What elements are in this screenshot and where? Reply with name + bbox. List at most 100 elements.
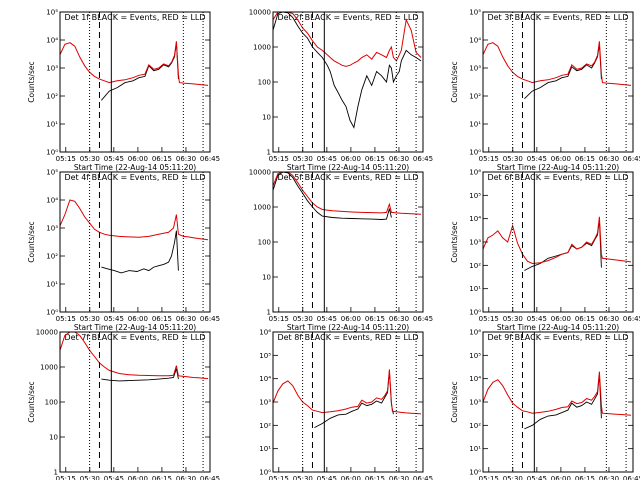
y-tick-label: 10⁰ [259, 469, 271, 477]
y-tick-label: 10 [262, 114, 271, 122]
x-tick-label: 06:00 [341, 315, 361, 323]
chart-title: Det 4f BLACK = Events, RED = LLD [64, 173, 205, 182]
x-tick-label: 06:30 [176, 475, 196, 480]
x-tick-label: 06:30 [176, 315, 196, 323]
x-axis-label: Start Time (22-Aug-14 05:11:20) [287, 163, 409, 172]
chart-title: Det 2f BLACK = Events, RED = LLD [277, 13, 418, 22]
x-tick-label: 06:15 [152, 315, 172, 323]
y-tick-label: 10⁶ [469, 169, 481, 177]
plot-frame [59, 11, 211, 153]
y-tick-label: 10² [46, 253, 58, 261]
chart-panel-7: Det 7f BLACK = Events, RED = LLD 1 10 100 10… [27, 329, 220, 480]
x-tick-label: 05:15 [479, 155, 499, 163]
y-axis-label: Counts/sec [27, 61, 36, 102]
x-tick-label: 05:30 [293, 475, 313, 480]
y-tick-label: 100 [45, 399, 58, 407]
x-tick-label: 06:45 [623, 475, 640, 480]
x-axis-label: Start Time (22-Aug-14 05:11:20) [497, 323, 619, 332]
x-tick-label: 06:00 [341, 155, 361, 163]
y-tick-label: 10⁵ [469, 192, 481, 200]
x-tick-label: 06:00 [341, 475, 361, 480]
y-tick-label: 10¹ [469, 285, 481, 293]
x-axis-label: Start Time (22-Aug-14 05:11:20) [287, 323, 409, 332]
y-tick-label: 10¹ [469, 445, 481, 453]
chart-title: Det 3f BLACK = Events, RED = LLD [487, 13, 628, 22]
y-tick-label: 10 [49, 434, 58, 442]
x-tick-label: 05:15 [56, 475, 76, 480]
y-tick-label: 10² [469, 422, 481, 430]
y-tick-label: 10⁰ [46, 149, 58, 157]
x-tick-label: 06:15 [575, 315, 595, 323]
y-axis-label: Counts/sec [450, 61, 459, 102]
y-tick-label: 10⁴ [469, 375, 481, 383]
series-lld-line [482, 371, 632, 416]
series-lld-line [482, 216, 632, 265]
y-tick-label: 10000 [36, 329, 58, 337]
y-tick-label: 100 [258, 79, 271, 87]
chart-panel-4: Det 4f BLACK = Events, RED = LLD 10⁰ 10¹ 10… [27, 169, 220, 333]
x-tick-label: 06:45 [413, 475, 433, 480]
x-tick-label: 06:15 [365, 475, 385, 480]
y-tick-label: 10² [469, 93, 481, 101]
y-tick-label: 1 [267, 149, 271, 157]
plot-frame [482, 171, 634, 313]
chart-panel-8: Det 8f BLACK = Events, RED = LLD 10⁰ 10¹ 10… [259, 329, 433, 480]
y-tick-label: 10¹ [46, 121, 58, 129]
x-tick-label: 05:15 [479, 315, 499, 323]
x-tick-label: 06:45 [413, 315, 433, 323]
x-tick-label: 06:45 [200, 155, 220, 163]
x-tick-label: 05:30 [503, 475, 523, 480]
y-tick-label: 10⁵ [46, 9, 58, 17]
x-tick-label: 06:45 [200, 315, 220, 323]
x-tick-label: 06:30 [389, 475, 409, 480]
y-axis-label: Counts/sec [450, 381, 459, 422]
chart-panel-9: Det 9f BLACK = Events, RED = LLD 10⁰ 10¹ 10… [450, 329, 640, 480]
chart-panel-6: Det 6f BLACK = Events, RED = LLD 10⁰ 10¹ 10… [450, 169, 640, 333]
x-tick-label: 06:45 [623, 315, 640, 323]
series-events-line [101, 368, 179, 382]
x-tick-label: 06:15 [365, 315, 385, 323]
x-tick-label: 06:15 [575, 475, 595, 480]
series-events-line [524, 44, 602, 100]
y-tick-label: 10² [469, 262, 481, 270]
x-tick-label: 05:30 [503, 315, 523, 323]
series-lld-line [59, 199, 209, 241]
y-tick-label: 10⁴ [46, 37, 58, 45]
chart-title: Det 7f BLACK = Events, RED = LLD [64, 333, 205, 342]
x-tick-label: 05:45 [104, 155, 124, 163]
chart-panel-3: Det 3f BLACK = Events, RED = LLD 10⁰ 10¹ 10… [450, 9, 640, 173]
x-tick-label: 05:15 [269, 475, 289, 480]
chart-panel-1: Det 1f BLACK = Events, RED = LLD 10⁰ 10¹ 10… [27, 9, 220, 173]
series-events-line [272, 11, 422, 129]
chart-title: Det 6f BLACK = Events, RED = LLD [487, 173, 628, 182]
x-tick-label: 05:45 [104, 315, 124, 323]
series-events-line [524, 374, 602, 430]
x-axis-label: Start Time (22-Aug-14 05:11:20) [497, 163, 619, 172]
x-tick-label: 06:00 [128, 315, 148, 323]
x-tick-label: 06:00 [551, 315, 571, 323]
y-tick-label: 10 [262, 274, 271, 282]
y-tick-label: 10⁵ [259, 352, 271, 360]
y-tick-label: 100 [258, 239, 271, 247]
chart-title: Det 9f BLACK = Events, RED = LLD [487, 333, 628, 342]
x-tick-label: 05:15 [269, 155, 289, 163]
series-lld-line [59, 41, 209, 86]
series-lld-line [272, 11, 422, 67]
y-tick-label: 10⁵ [469, 352, 481, 360]
x-tick-label: 06:45 [413, 155, 433, 163]
chart-panel-5: Det 5f BLACK = Events, RED = LLD 1 10 100 10… [249, 169, 433, 333]
x-tick-label: 05:15 [269, 315, 289, 323]
y-tick-label: 10⁵ [46, 169, 58, 177]
y-tick-label: 10² [259, 422, 271, 430]
x-tick-label: 06:45 [623, 155, 640, 163]
x-tick-label: 05:15 [56, 155, 76, 163]
y-tick-label: 1 [267, 309, 271, 317]
x-tick-label: 05:30 [503, 155, 523, 163]
x-tick-label: 05:30 [293, 315, 313, 323]
y-tick-label: 10¹ [46, 281, 58, 289]
y-tick-label: 10³ [469, 239, 481, 247]
y-tick-label: 10⁰ [46, 309, 58, 317]
y-tick-label: 10⁴ [46, 197, 58, 205]
plot-frame [59, 171, 211, 313]
y-axis-label: Counts/sec [27, 221, 36, 262]
